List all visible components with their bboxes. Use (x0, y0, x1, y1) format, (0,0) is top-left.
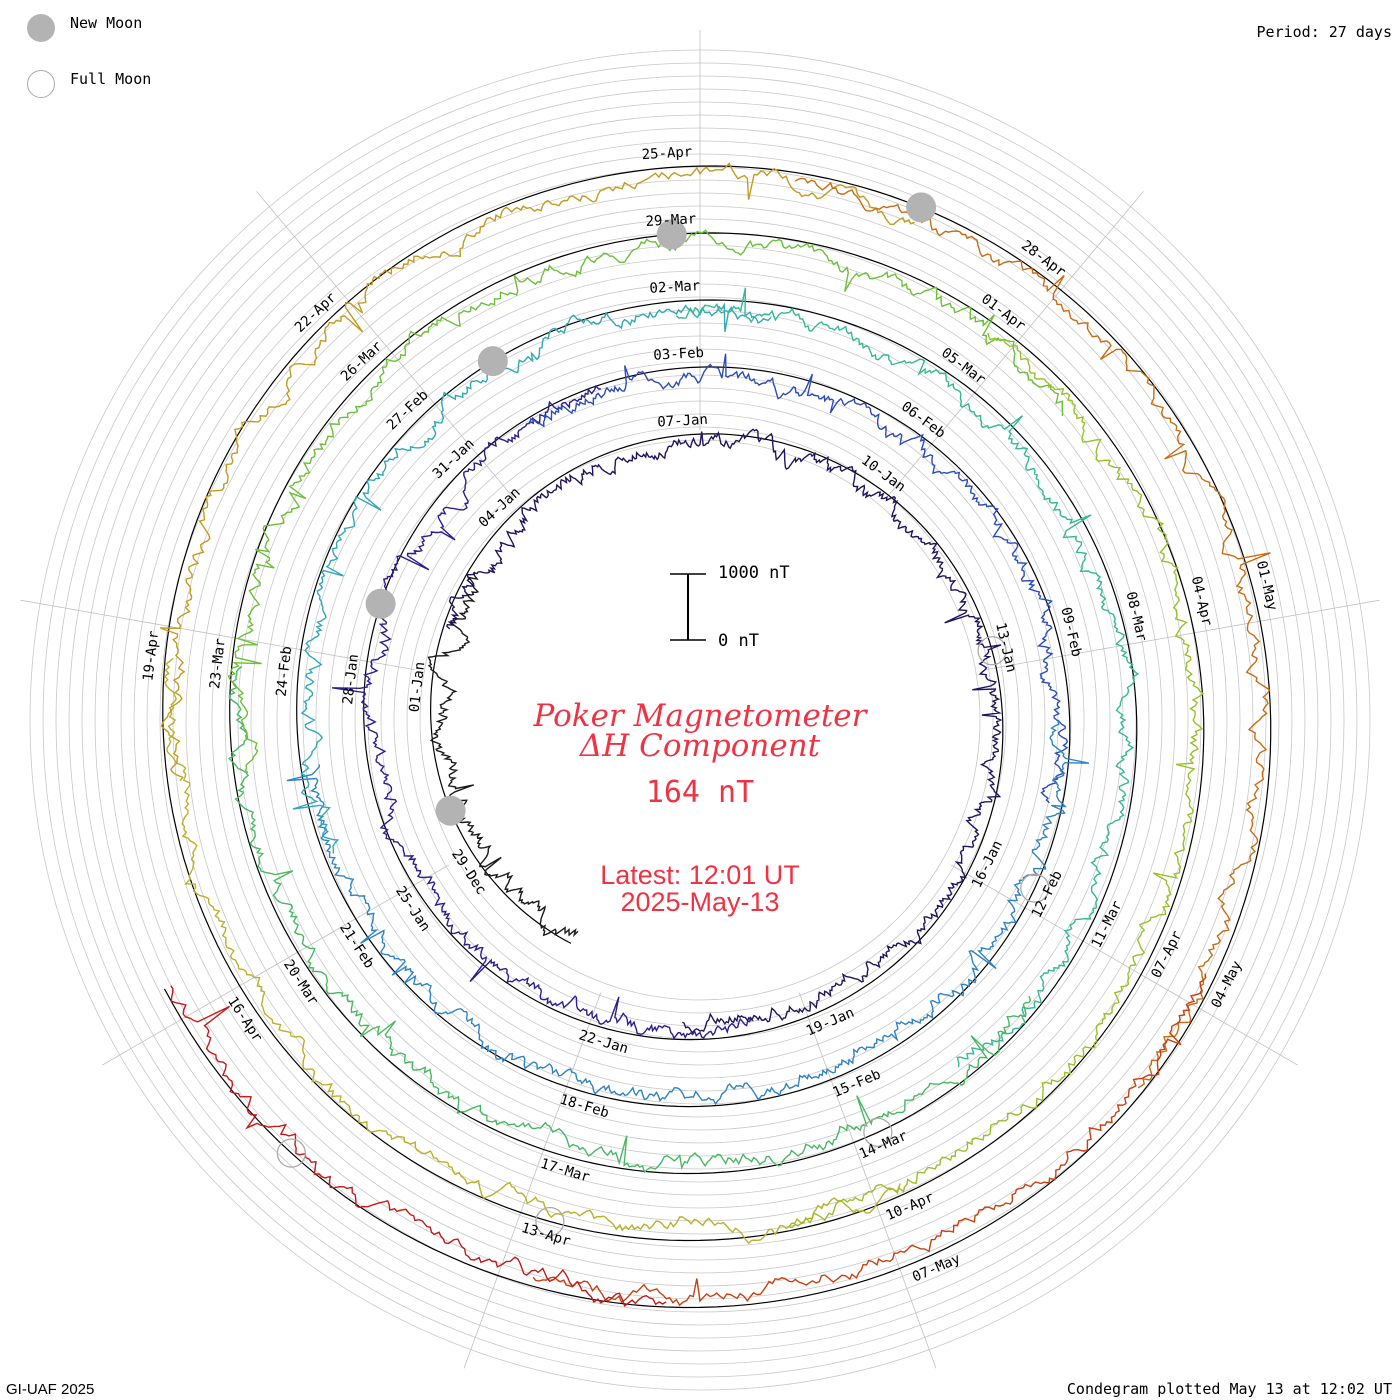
data-series-5 (286, 719, 1090, 1106)
date-label: 22-Apr (292, 290, 340, 336)
date-label: 01-Jan (407, 661, 429, 713)
date-label: 26-Mar (338, 338, 386, 384)
radial-spoke (950, 864, 1298, 1066)
date-label: 16-Jan (969, 838, 1006, 890)
radial-spoke (256, 191, 514, 499)
data-series-11 (163, 657, 901, 1245)
date-label: 17-Mar (539, 1156, 592, 1186)
date-label: 19-Jan (804, 1005, 857, 1040)
radial-spoke (20, 599, 415, 671)
date-label: 14-Mar (857, 1128, 910, 1163)
scale-bar (670, 573, 706, 641)
date-label: 07-Apr (1148, 928, 1185, 980)
date-label: 23-Mar (207, 638, 229, 690)
full-moon-marker (863, 1117, 893, 1147)
data-series-2 (445, 428, 1003, 1034)
full-moon-marker (535, 1206, 565, 1237)
data-series-6 (292, 302, 772, 854)
data-series-14 (532, 973, 1207, 1307)
new-moon-marker (906, 192, 937, 223)
baseline-spiral-path (162, 165, 1272, 1309)
data-series-1 (427, 571, 579, 938)
footer-credit: GI-UAF 2025 (6, 1381, 95, 1398)
date-label: 03-Feb (653, 345, 704, 364)
date-label: 24-Feb (274, 645, 296, 697)
data-series-4 (528, 353, 1069, 804)
radial-spoke (798, 992, 937, 1369)
radial-spokes (20, 30, 1380, 1369)
data-traces (159, 162, 1271, 1308)
footer-plot-time: Condegram plotted May 13 at 12:02 UT (1066, 1380, 1392, 1398)
data-series-12 (159, 162, 915, 782)
latest-date: 2025-May-13 (620, 887, 780, 917)
full-moon-legend-icon (27, 70, 55, 98)
data-series-9 (227, 229, 1064, 774)
moon-markers (276, 192, 1050, 1237)
full-moon-marker (977, 636, 1007, 666)
new-moon-marker (435, 795, 466, 826)
data-series-8 (228, 665, 1032, 1174)
date-label: 28-Jan (340, 653, 362, 705)
date-label: 19-Apr (140, 630, 162, 682)
radial-spoke (985, 599, 1380, 671)
full-moon-marker (1020, 873, 1050, 903)
date-label: 28-Apr (1018, 237, 1068, 280)
date-label: 29-Dec (448, 847, 489, 898)
data-series-3 (331, 384, 754, 1040)
current-value: 164 nT (645, 775, 755, 810)
date-label: 10-Apr (884, 1189, 937, 1224)
data-series-13 (794, 177, 1271, 1089)
date-label: 01-Apr (978, 291, 1028, 334)
date-label: 02-Mar (649, 278, 700, 297)
scale-bottom-label: 0 nT (718, 631, 759, 651)
chart-title: Poker Magnetometer (533, 698, 867, 734)
date-label: 29-Mar (645, 211, 696, 230)
period-label: Period: 27 days (1256, 23, 1392, 41)
new-moon-marker (656, 219, 687, 250)
date-label: 05-Mar (938, 345, 988, 388)
new-moon-legend-label: New Moon (70, 14, 143, 32)
latest-time: Latest: 12:01 UT (600, 860, 800, 890)
date-label: 04-May (1208, 958, 1245, 1010)
full-moon-legend-label: Full Moon (70, 70, 152, 88)
new-moon-legend-icon (27, 14, 55, 42)
date-label: 25-Apr (641, 144, 692, 163)
radial-spoke (102, 864, 450, 1066)
radial-spoke (886, 191, 1144, 499)
new-moon-marker (365, 588, 396, 619)
chart-subtitle: ΔH Component (579, 728, 821, 764)
data-series-10 (789, 332, 1205, 1228)
scale-top-label: 1000 nT (718, 563, 790, 583)
date-label: 07-Jan (657, 412, 708, 431)
data-series-7 (675, 287, 1140, 1068)
baseline-spiral (162, 165, 1272, 1309)
date-label: 16-Apr (224, 994, 265, 1045)
full-moon-marker (276, 1138, 307, 1168)
new-moon-marker (477, 346, 508, 377)
data-series-15 (170, 985, 667, 1308)
radial-spoke (463, 992, 602, 1369)
